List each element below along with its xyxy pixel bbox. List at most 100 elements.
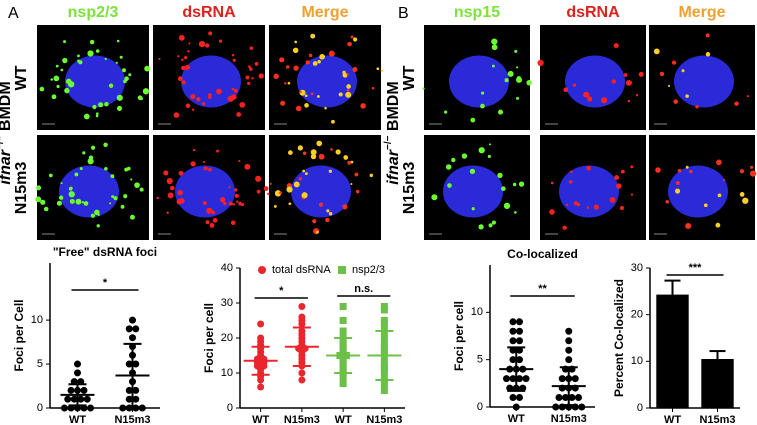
signal-spot: [142, 88, 150, 95]
signal-spot: [111, 195, 115, 198]
data-point: [516, 318, 523, 326]
signal-spot: [144, 65, 150, 72]
signal-spot: [360, 103, 366, 109]
signal-spot: [177, 55, 180, 58]
signal-spot: [586, 206, 590, 209]
x-tick-label: WT: [508, 413, 525, 425]
x-tick-label: N15m3: [284, 414, 320, 425]
signal-spot: [285, 65, 290, 69]
data-point: [298, 313, 306, 321]
signal-spot: [35, 196, 42, 203]
signal-spot: [673, 99, 678, 104]
signal-spot: [190, 161, 196, 167]
signal-spot: [478, 224, 484, 230]
signal-spot: [302, 169, 306, 173]
signal-spot: [310, 33, 316, 39]
signal-spot: [87, 50, 94, 57]
data-point: [132, 386, 140, 394]
nucleus: [65, 55, 125, 108]
signal-spot: [566, 203, 569, 207]
signal-spot: [346, 84, 351, 89]
signal-spot: [209, 222, 215, 228]
x-tick-label: N15m3: [699, 414, 735, 425]
signal-spot: [245, 75, 250, 80]
signal-spot: [163, 170, 169, 176]
data-point: [129, 334, 136, 342]
row-label: WT: [401, 65, 418, 90]
signal-spot: [116, 94, 123, 101]
signal-spot: [312, 61, 318, 66]
side-label-part: ifnar: [385, 149, 402, 184]
signal-spot: [518, 181, 525, 187]
signal-spot: [63, 40, 67, 44]
data-point: [509, 375, 517, 383]
signal-spot: [497, 172, 503, 179]
y-axis-label: Percent Co-localized: [612, 279, 626, 397]
signal-spot: [619, 205, 625, 211]
signal-spot: [354, 172, 359, 177]
y-axis-label: Foci per Cell: [12, 299, 26, 371]
data-point: [516, 356, 523, 364]
data-point: [555, 394, 563, 402]
signal-spot: [328, 50, 335, 57]
signal-spot: [655, 167, 661, 173]
signal-spot: [514, 49, 518, 53]
signal-spot: [507, 70, 514, 77]
bar: [656, 294, 689, 408]
signal-spot: [128, 73, 132, 77]
y-tick-label: 0: [37, 402, 43, 414]
signal-spot: [469, 168, 476, 175]
signal-spot: [316, 140, 323, 147]
signal-spot: [110, 174, 115, 179]
signal-spot: [184, 64, 191, 70]
signal-spot: [549, 209, 555, 215]
signal-spot: [350, 35, 354, 39]
row-label: N15m3: [13, 162, 30, 215]
signal-spot: [451, 157, 456, 163]
signal-spot: [220, 197, 226, 203]
data-point: [509, 337, 517, 345]
data-point: [568, 394, 576, 402]
signal-spot: [136, 183, 140, 187]
signal-spot: [43, 206, 49, 212]
signal-spot: [445, 164, 452, 170]
data-point: [339, 380, 347, 387]
signal-spot: [304, 103, 309, 108]
legend-label: total dsRNA: [272, 264, 331, 276]
column-header: dsRNA: [566, 4, 620, 21]
side-label-part: BMDM: [0, 81, 14, 135]
signal-spot: [471, 207, 475, 211]
y-tick-label: 30: [631, 262, 643, 274]
signal-spot: [611, 79, 616, 84]
data-point: [257, 334, 265, 342]
signal-spot: [60, 68, 64, 72]
signal-spot: [750, 165, 754, 169]
signal-spot: [312, 219, 317, 224]
signal-spot: [288, 202, 292, 206]
signal-spot: [665, 199, 670, 204]
data-point: [129, 316, 136, 324]
signal-spot: [299, 91, 302, 94]
nucleus: [674, 55, 734, 108]
signal-spot: [620, 169, 625, 174]
signal-spot: [568, 180, 573, 184]
data-point: [519, 384, 527, 392]
signal-spot: [346, 89, 350, 92]
data-point: [509, 318, 517, 326]
side-label-part: ifnar: [0, 149, 14, 184]
data-point: [61, 404, 68, 412]
signal-spot: [685, 94, 689, 98]
signal-spot: [338, 92, 343, 97]
signal-spot: [64, 87, 70, 94]
signal-spot: [50, 78, 54, 81]
signal-spot: [491, 44, 498, 51]
y-tick-label: 10: [31, 314, 43, 326]
signal-spot: [139, 97, 143, 101]
signal-spot: [167, 192, 174, 199]
data-point: [70, 395, 78, 403]
data-point: [74, 369, 81, 377]
signal-spot: [347, 160, 352, 165]
data-point: [509, 346, 517, 354]
chart-title: Co-localized: [507, 247, 578, 261]
column-header: Merge: [301, 4, 348, 21]
